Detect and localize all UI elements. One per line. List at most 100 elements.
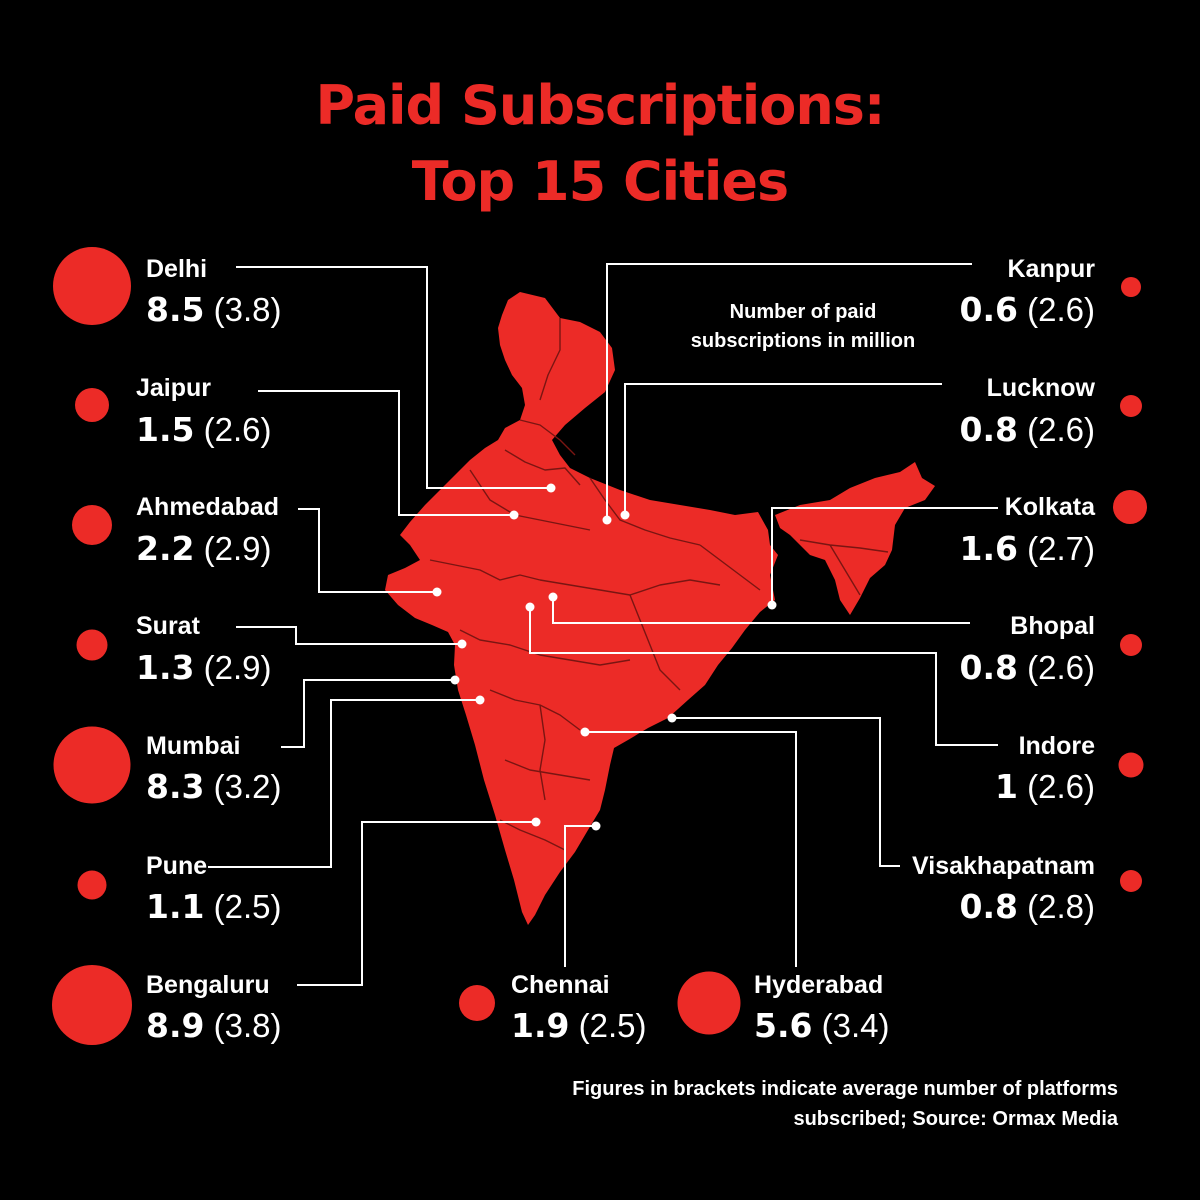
footnote-line-2: subscribed; Source: Ormax Media	[793, 1108, 1118, 1130]
paid-value: 1.9	[511, 1006, 570, 1045]
paid-value: 8.3	[146, 767, 205, 806]
connector-delhi	[236, 266, 551, 489]
paid-value: 1.3	[136, 648, 195, 687]
avg-value: (3.4)	[821, 1007, 890, 1044]
connector-kolkata	[771, 507, 998, 605]
bubble-kolkata	[1113, 490, 1147, 524]
paid-value: 1.5	[136, 410, 195, 449]
bubble-visakhapatnam	[1120, 870, 1142, 892]
bubble-chennai	[459, 985, 495, 1021]
city-label-indore: Indore	[1018, 732, 1095, 760]
dot-pune	[475, 695, 485, 705]
connector-indore	[529, 607, 998, 746]
footnote-line-1: Figures in brackets indicate average num…	[572, 1078, 1118, 1100]
bubble-pune	[77, 870, 107, 900]
connector-ahmedabad	[298, 508, 437, 593]
connector-hyderabad	[585, 731, 797, 967]
city-label-kanpur: Kanpur	[1007, 255, 1096, 283]
avg-value: (3.8)	[213, 291, 282, 328]
paid-value: 1.6	[959, 529, 1018, 568]
avg-value: (2.6)	[1027, 649, 1095, 686]
city-value-ahmedabad: 2.2 (2.9)	[136, 529, 272, 569]
dot-surat	[457, 639, 467, 649]
dot-delhi	[546, 483, 556, 493]
map-legend: Number of paid subscriptions in million	[690, 301, 916, 352]
map-shape	[385, 292, 935, 925]
city-value-chennai: 1.9 (2.5)	[511, 1006, 647, 1046]
bubble-jaipur	[75, 388, 109, 422]
city-label-jaipur: Jaipur	[136, 374, 212, 402]
connector-lines	[208, 263, 998, 986]
city-label-surat: Surat	[136, 612, 200, 640]
dot-lucknow	[620, 510, 630, 520]
paid-value: 2.2	[136, 529, 195, 568]
title-line-2: Top 15 Cities	[411, 150, 789, 213]
dot-jaipur	[509, 510, 519, 520]
avg-value: (2.8)	[1027, 888, 1095, 925]
city-label-lucknow: Lucknow	[986, 374, 1095, 402]
bubble-indore	[1118, 752, 1144, 778]
connector-jaipur	[258, 390, 514, 516]
paid-value: 0.8	[959, 410, 1018, 449]
city-value-lucknow: 0.8 (2.6)	[960, 410, 1096, 450]
footnote: Figures in brackets indicate average num…	[572, 1074, 1118, 1134]
paid-value: 5.6	[754, 1006, 813, 1045]
city-label-bengaluru: Bengaluru	[146, 971, 270, 999]
paid-value: 1	[995, 767, 1018, 806]
paid-value: 0.8	[959, 887, 1018, 926]
city-label-hyderabad: Hyderabad	[754, 971, 884, 999]
city-label-visakhapatnam: Visakhapatnam	[912, 852, 1095, 880]
avg-value: (3.8)	[213, 1007, 282, 1044]
city-label-ahmedabad: Ahmedabad	[136, 493, 280, 521]
dot-bengaluru	[531, 817, 541, 827]
connector-visakhapatnam	[672, 717, 900, 867]
connector-pune	[208, 699, 480, 868]
city-value-kolkata: 1.6 (2.7)	[960, 529, 1096, 569]
avg-value: (2.6)	[1027, 768, 1095, 805]
bubble-mumbai	[53, 726, 131, 804]
city-label-bhopal: Bhopal	[1010, 612, 1095, 640]
dot-kanpur	[602, 515, 612, 525]
city-value-bengaluru: 8.9 (3.8)	[146, 1006, 282, 1046]
avg-value: (2.5)	[578, 1007, 647, 1044]
city-value-pune: 1.1 (2.5)	[146, 887, 282, 927]
dot-hyderabad	[580, 727, 590, 737]
connector-surat	[236, 626, 462, 645]
dot-mumbai	[450, 675, 460, 685]
title-line-1: Paid Subscriptions:	[315, 74, 885, 137]
connector-chennai	[564, 825, 596, 967]
city-dots	[432, 483, 777, 831]
paid-value: 8.9	[146, 1006, 205, 1045]
city-value-jaipur: 1.5 (2.6)	[136, 410, 272, 450]
connector-mumbai	[281, 679, 455, 748]
city-value-mumbai: 8.3 (3.2)	[146, 767, 282, 807]
bubble-hyderabad	[677, 971, 741, 1035]
bubble-bengaluru	[52, 965, 132, 1045]
city-label-kolkata: Kolkata	[1004, 493, 1095, 521]
bubble-bhopal	[1120, 634, 1142, 656]
connector-kanpur	[606, 263, 972, 520]
paid-value: 8.5	[146, 290, 205, 329]
city-label-mumbai: Mumbai	[146, 732, 241, 760]
paid-value: 1.1	[146, 887, 205, 926]
city-value-bhopal: 0.8 (2.6)	[960, 648, 1096, 688]
avg-value: (3.2)	[213, 768, 282, 805]
bubble-kanpur	[1121, 277, 1141, 297]
bubble-ahmedabad	[72, 505, 112, 545]
city-value-kanpur: 0.6 (2.6)	[960, 290, 1096, 330]
avg-value: (2.6)	[1027, 411, 1095, 448]
dot-bhopal	[548, 592, 558, 602]
city-label-chennai: Chennai	[511, 971, 610, 999]
paid-value: 0.6	[959, 290, 1018, 329]
city-value-hyderabad: 5.6 (3.4)	[754, 1006, 890, 1046]
connector-bengaluru	[297, 821, 536, 986]
dot-kolkata	[767, 600, 777, 610]
bubble-delhi	[53, 247, 131, 325]
dot-visakhapatnam	[667, 713, 677, 723]
avg-value: (2.6)	[1027, 291, 1095, 328]
avg-value: (2.6)	[203, 411, 272, 448]
avg-value: (2.7)	[1027, 530, 1095, 567]
city-value-indore: 1 (2.6)	[995, 767, 1095, 807]
bubble-surat	[76, 629, 108, 661]
